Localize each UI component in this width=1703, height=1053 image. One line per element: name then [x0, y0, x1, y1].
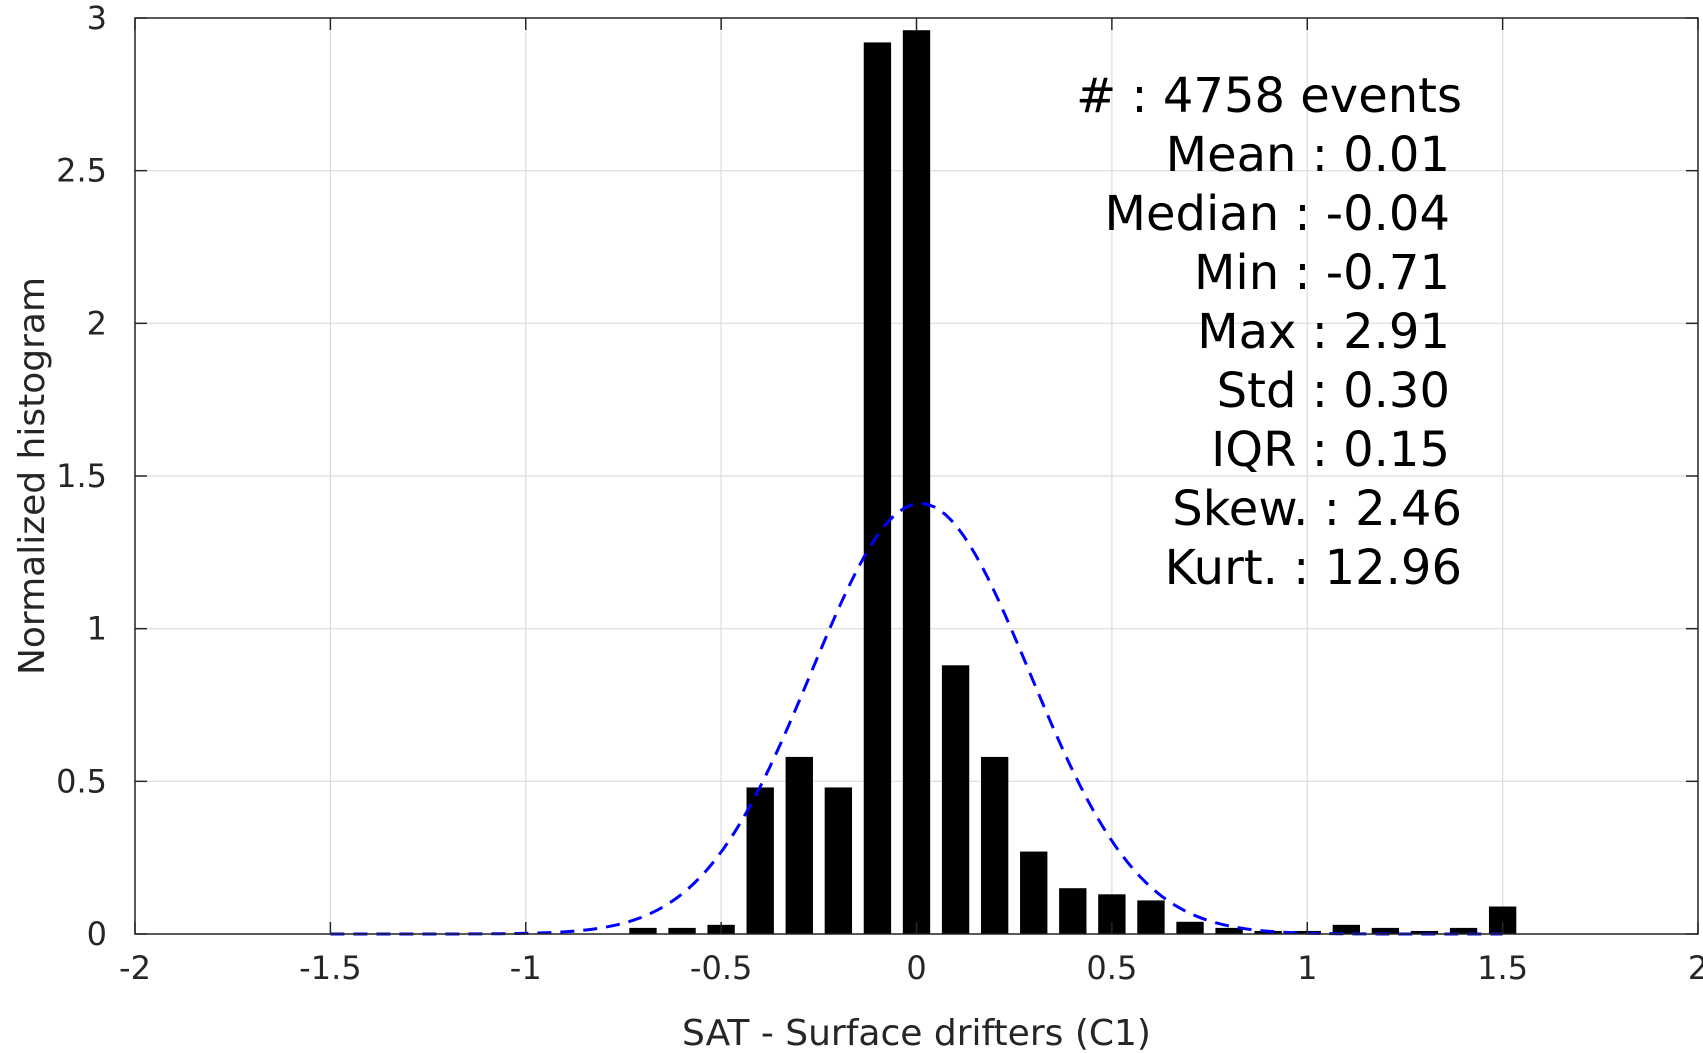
x-axis-label: SAT - Surface drifters (C1) — [682, 1013, 1151, 1053]
y-tick-label: 1.5 — [56, 457, 107, 495]
histogram-bar — [629, 927, 657, 934]
stats-line: Std : 0.30 — [1217, 363, 1450, 419]
x-tick-label: 0.5 — [1086, 949, 1137, 987]
histogram-bar — [1059, 888, 1087, 934]
histogram-bar — [1137, 900, 1165, 934]
x-tick-label: 2 — [1688, 949, 1703, 987]
stats-line: Kurt. : 12.96 — [1165, 540, 1462, 596]
x-tick-label: -0.5 — [690, 949, 752, 987]
histogram-bar — [1371, 927, 1400, 934]
y-axis-label: Normalized histogram — [12, 277, 53, 675]
stats-line: # : 4758 events — [1076, 68, 1462, 124]
stats-line: Median : -0.04 — [1105, 186, 1450, 242]
stats-line: Mean : 0.01 — [1166, 127, 1450, 183]
histogram-bar — [1020, 851, 1048, 934]
x-tick-labels: -2 -1.5 -1 -0.5 0 0.5 1 1.5 2 — [119, 949, 1703, 987]
histogram-bar — [785, 756, 813, 934]
y-tick-label: 1 — [87, 610, 107, 648]
y-tick-label: 2 — [87, 304, 107, 342]
x-tick-label: -1.5 — [299, 949, 361, 987]
stats-line: IQR : 0.15 — [1211, 422, 1450, 478]
histogram-bar — [1332, 924, 1361, 934]
stats-line: Skew. : 2.46 — [1172, 481, 1462, 537]
y-tick-labels: 0 0.5 1 1.5 2 2.5 3 — [56, 0, 107, 953]
y-tick-label: 0 — [87, 915, 107, 953]
histogram-bar — [1176, 921, 1204, 934]
y-tick-label: 3 — [87, 0, 107, 37]
histogram-bar — [668, 927, 696, 934]
histogram-bar — [746, 787, 774, 934]
histogram-bar — [941, 665, 970, 934]
histogram-bars — [629, 30, 1517, 935]
x-tick-label: 1 — [1297, 949, 1317, 987]
histogram-bar — [980, 756, 1009, 934]
histogram-bar — [824, 787, 853, 934]
histogram-bar — [863, 42, 892, 935]
stats-line: Min : -0.71 — [1194, 245, 1450, 301]
y-tick-label: 2.5 — [56, 152, 107, 190]
y-tick-label: 0.5 — [56, 762, 107, 800]
x-tick-label: 1.5 — [1477, 949, 1528, 987]
histogram-bar — [1449, 927, 1478, 934]
histogram-bar — [1215, 927, 1243, 934]
histogram-bar — [902, 30, 931, 935]
x-tick-label: -1 — [510, 949, 542, 987]
stats-line: Max : 2.91 — [1197, 304, 1450, 360]
x-tick-label: -2 — [119, 949, 151, 987]
x-tick-label: 0 — [906, 949, 926, 987]
axis-ticks — [134, 17, 1699, 935]
histogram-bar — [1410, 930, 1439, 934]
